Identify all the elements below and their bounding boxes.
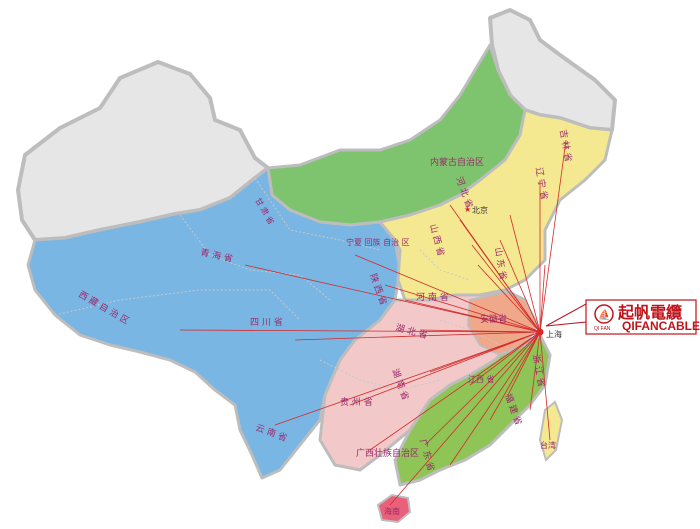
distribution-line: [294, 331, 541, 341]
distribution-line: [507, 331, 541, 396]
label-sichuan: 四 川 省: [250, 316, 283, 328]
label-inner-mongolia: 内蒙古自治区: [430, 156, 484, 168]
label-hainan: 海南: [384, 506, 400, 516]
distribution-line: [459, 219, 541, 333]
label-guizhou: 贵 州 省: [340, 396, 373, 408]
distribution-line: [477, 264, 541, 333]
logo-chinese: 起帆電纜: [617, 303, 682, 322]
distribution-line: [354, 254, 541, 333]
label-ningxia: 宁夏 回族 自治 区: [346, 237, 410, 247]
distribution-line: [404, 299, 541, 333]
distribution-line: [389, 331, 541, 506]
distribution-line: [509, 214, 541, 333]
city-beijing: 北京: [472, 205, 488, 215]
label-jiangxi: 江西 省: [468, 374, 495, 384]
logo-pointer: [545, 303, 587, 327]
label-guangxi: 广西壮族自治区: [356, 447, 419, 459]
distribution-line: [349, 331, 541, 406]
distribution-line: [179, 329, 541, 333]
distribution-line: [429, 331, 541, 373]
shanghai-marker: [536, 328, 544, 336]
label-taiwan: 台湾: [540, 440, 556, 450]
distribution-line: [539, 331, 551, 441]
distribution-line: [471, 244, 541, 333]
distribution-line: [419, 329, 541, 333]
distribution-lines: [179, 139, 567, 506]
distribution-line: [529, 331, 541, 411]
distribution-line: [449, 331, 541, 466]
distribution-line: [369, 331, 541, 451]
region-taiwan: [538, 400, 564, 462]
distribution-line: [384, 284, 541, 333]
distribution-line: [244, 264, 541, 333]
distribution-line: [424, 331, 541, 446]
logo-small-text: QI FAN: [594, 326, 611, 332]
label-anhui: 安徽省: [480, 313, 507, 325]
distribution-line: [489, 331, 541, 421]
qifan-logo: ⛵ QI FAN 起帆電纜 QIFANCABLE: [545, 299, 700, 335]
city-shanghai: 上海: [546, 329, 562, 339]
distribution-line: [539, 264, 546, 333]
distribution-line: [539, 139, 567, 333]
region-hainan: [376, 493, 412, 524]
beijing-star: ★: [464, 205, 471, 214]
label-henan: 河 南 省: [416, 291, 449, 303]
distribution-line: [469, 331, 541, 386]
logo-english: QIFANCABLE: [622, 319, 700, 333]
logo-emblem: [594, 304, 614, 324]
distribution-line: [274, 331, 541, 426]
distribution-line: [499, 239, 541, 333]
logo-emblem-icon: ⛵: [598, 308, 610, 321]
